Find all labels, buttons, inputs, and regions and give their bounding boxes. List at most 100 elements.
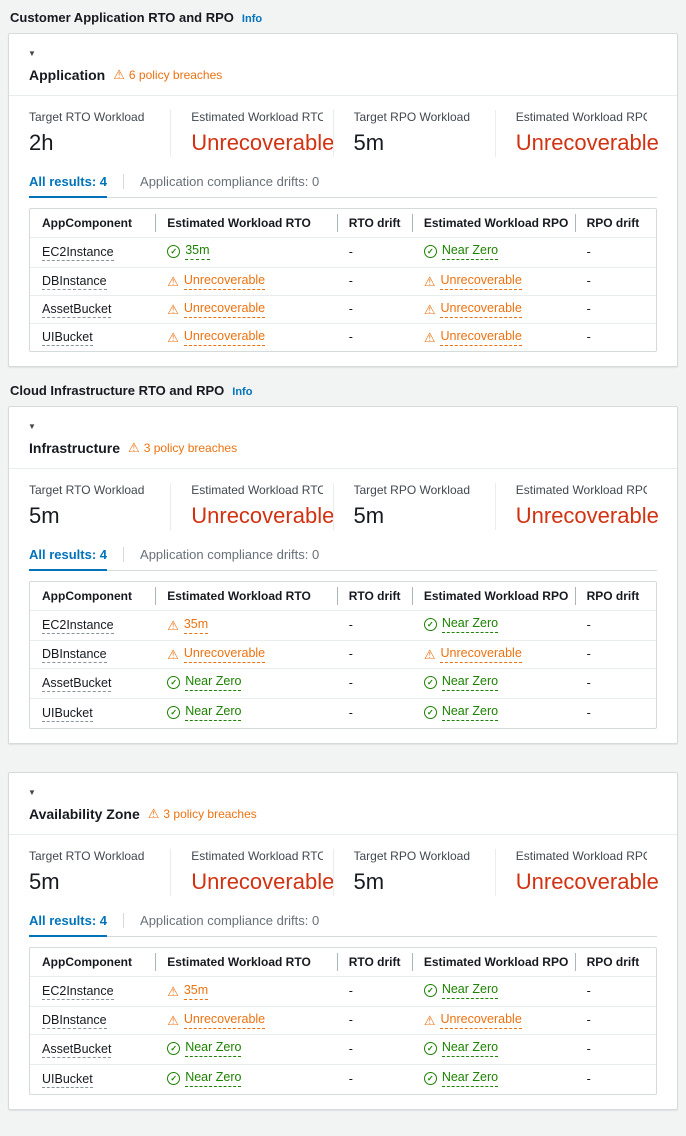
rpo-status[interactable]: Unrecoverable xyxy=(424,329,522,346)
rpo-status[interactable]: Near Zero xyxy=(423,982,499,999)
caret-down-icon xyxy=(28,417,36,432)
rpo-status-text: Near Zero xyxy=(441,243,499,260)
expand-collapse-button[interactable] xyxy=(28,415,36,434)
tab-compliance-drifts[interactable]: Application compliance drifts: 0 xyxy=(140,547,320,562)
table-row: EC2Instance 35m - Near Zero - xyxy=(30,237,656,268)
rpo-status[interactable]: Near Zero xyxy=(423,243,499,260)
metric-value: Unrecoverable xyxy=(191,503,335,528)
info-link[interactable]: Info xyxy=(232,386,253,398)
rto-status[interactable]: Unrecoverable xyxy=(167,301,266,318)
metric-target-rpo: Target RPO Workload 5m xyxy=(332,483,495,530)
metric-value: 2h xyxy=(29,130,54,155)
app-component-link[interactable]: AssetBucket xyxy=(42,302,112,318)
tab-compliance-drifts[interactable]: Application compliance drifts: 0 xyxy=(140,913,320,928)
metric-value: 5m xyxy=(29,869,60,894)
metric-label: Target RPO Workload xyxy=(353,483,471,497)
table-row: DBInstance Unrecoverable - Unrecoverable… xyxy=(30,1006,656,1035)
metrics-row: Target RTO Workload 5m Estimated Workloa… xyxy=(9,835,677,900)
rto-status[interactable]: Near Zero xyxy=(167,704,242,721)
metric-value: 5m xyxy=(353,869,385,894)
tab-compliance-drifts[interactable]: Application compliance drifts: 0 xyxy=(140,174,320,189)
column-header-estimated-rto: Estimated Workload RTO xyxy=(155,209,337,238)
rto-status-text: Unrecoverable xyxy=(183,329,266,346)
table-row: UIBucket Unrecoverable - Unrecoverable - xyxy=(30,323,656,352)
rpo-status[interactable]: Unrecoverable xyxy=(424,646,522,663)
app-component-link[interactable]: AssetBucket xyxy=(42,1042,112,1058)
rpo-status[interactable]: Unrecoverable xyxy=(424,1012,522,1029)
results-table: AppComponent Estimated Workload RTO RTO … xyxy=(29,581,657,729)
metric-target-rto: Target RTO Workload 2h xyxy=(29,110,170,157)
section-title-text: Customer Application RTO and RPO xyxy=(10,10,234,25)
rpo-status-cell: Near Zero xyxy=(412,238,575,268)
rpo-status[interactable]: Near Zero xyxy=(423,1040,499,1057)
section-title: Customer Application RTO and RPO Info xyxy=(10,10,678,25)
expand-collapse-button[interactable] xyxy=(28,42,36,61)
column-header-estimated-rpo: Estimated Workload RPO xyxy=(411,582,575,611)
assessment-panel: Application 6 policy breaches Target RTO… xyxy=(8,33,678,367)
tab-all-results[interactable]: All results: 4 xyxy=(29,904,108,937)
app-component-link[interactable]: EC2Instance xyxy=(42,618,114,634)
tab-all-results[interactable]: All results: 4 xyxy=(29,165,108,198)
metric-value: 5m xyxy=(29,503,60,528)
table-row: AssetBucket Near Zero - Near Zero - xyxy=(30,1034,656,1065)
rpo-status[interactable]: Near Zero xyxy=(423,1070,499,1087)
rpo-status[interactable]: Near Zero xyxy=(423,704,499,721)
rto-status-text: Unrecoverable xyxy=(183,273,266,290)
rto-status[interactable]: Unrecoverable xyxy=(167,273,266,290)
app-component-link[interactable]: EC2Instance xyxy=(42,245,114,261)
metric-label: Target RTO Workload xyxy=(29,110,145,124)
rto-status[interactable]: Near Zero xyxy=(167,674,242,691)
rto-status[interactable]: Near Zero xyxy=(167,1070,242,1087)
status-warning-icon xyxy=(167,985,179,999)
status-success-icon xyxy=(167,706,181,719)
rpo-drift-cell: - xyxy=(586,274,591,288)
rpo-status[interactable]: Near Zero xyxy=(423,674,499,691)
rto-status[interactable]: Near Zero xyxy=(167,1040,242,1057)
app-component-link[interactable]: DBInstance xyxy=(42,274,107,290)
rto-status[interactable]: Unrecoverable xyxy=(167,329,266,346)
rto-status[interactable]: 35m xyxy=(167,617,209,634)
rto-drift-cell: - xyxy=(348,647,353,661)
metric-label: Target RPO Workload xyxy=(353,110,471,124)
metric-value: Unrecoverable xyxy=(191,869,335,894)
app-component-cell: DBInstance xyxy=(30,1007,155,1035)
rto-status-text: Near Zero xyxy=(185,704,242,721)
table-header-row: AppComponent Estimated Workload RTO RTO … xyxy=(30,948,656,977)
app-component-link[interactable]: DBInstance xyxy=(42,1013,107,1029)
rto-status[interactable]: Unrecoverable xyxy=(167,646,266,663)
metric-label: Estimated Workload RPO xyxy=(515,483,647,497)
section-title: Cloud Infrastructure RTO and RPO Info xyxy=(10,383,678,398)
app-component-link[interactable]: DBInstance xyxy=(42,647,107,663)
rpo-status[interactable]: Near Zero xyxy=(423,616,499,633)
column-header-rpo-drift: RPO drift xyxy=(574,582,656,611)
app-component-cell: UIBucket xyxy=(30,1065,155,1095)
app-component-cell: DBInstance xyxy=(30,268,155,296)
metric-value: 5m xyxy=(353,503,385,528)
column-header-estimated-rto: Estimated Workload RTO xyxy=(155,582,337,611)
panel-title-text: Availability Zone xyxy=(29,806,140,822)
panel-title-text: Infrastructure xyxy=(29,440,121,456)
rto-status[interactable]: 35m xyxy=(167,983,209,1000)
policy-breach-badge: 6 policy breaches xyxy=(113,68,222,82)
rpo-status-text: Unrecoverable xyxy=(440,1012,522,1029)
rto-status[interactable]: 35m xyxy=(167,243,210,260)
expand-collapse-button[interactable] xyxy=(28,781,36,800)
rpo-status[interactable]: Unrecoverable xyxy=(424,301,522,318)
app-component-cell: EC2Instance xyxy=(30,238,155,268)
table-row: UIBucket Near Zero - Near Zero - xyxy=(30,1064,656,1095)
rpo-status[interactable]: Unrecoverable xyxy=(424,273,522,290)
panel-list: Application 6 policy breaches Target RTO… xyxy=(8,33,678,367)
status-success-icon xyxy=(167,1042,181,1055)
info-link[interactable]: Info xyxy=(241,13,263,25)
app-component-link[interactable]: AssetBucket xyxy=(42,676,112,692)
app-component-link[interactable]: EC2Instance xyxy=(42,984,114,1000)
app-component-link[interactable]: UIBucket xyxy=(42,706,93,722)
rpo-status-text: Near Zero xyxy=(441,704,499,721)
rto-status[interactable]: Unrecoverable xyxy=(167,1012,266,1029)
app-component-link[interactable]: UIBucket xyxy=(42,1072,93,1088)
app-component-link[interactable]: UIBucket xyxy=(42,330,93,346)
panel-title-text: Application xyxy=(29,67,106,83)
warning-icon xyxy=(113,68,125,82)
tab-all-results[interactable]: All results: 4 xyxy=(29,538,108,571)
metric-estimated-rto: Estimated Workload RTO Unrecoverable xyxy=(170,483,335,530)
